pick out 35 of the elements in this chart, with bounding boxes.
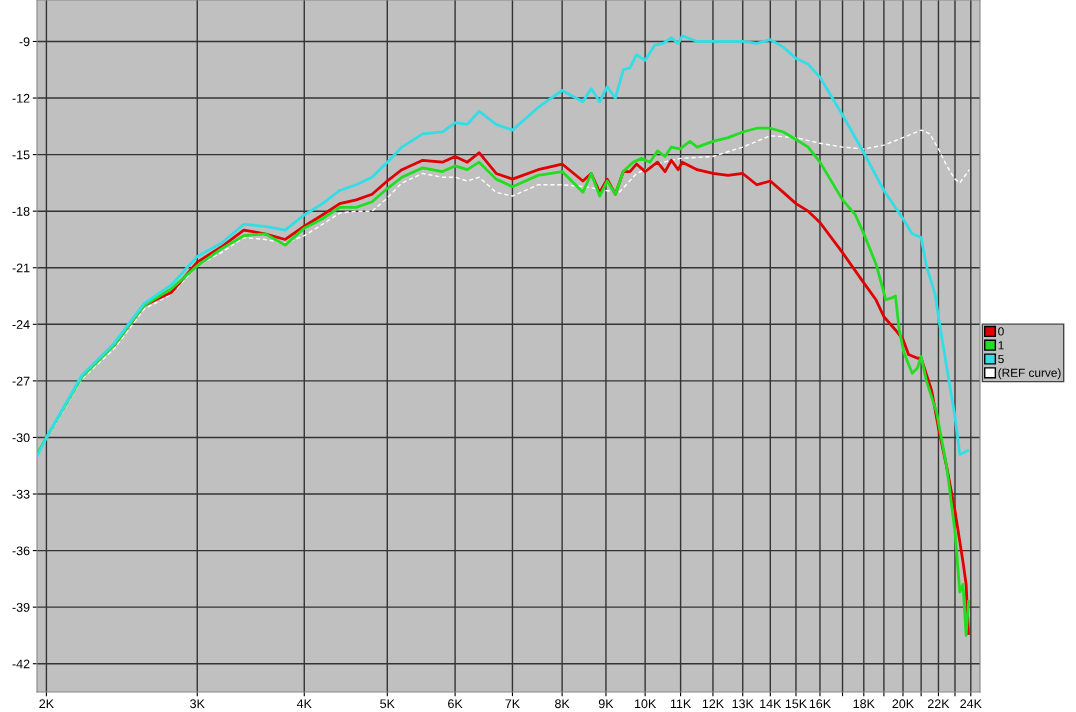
legend-label: 1 — [998, 341, 1004, 350]
x-tick-label: 13K — [732, 699, 754, 709]
x-tick-label: 3K — [190, 699, 205, 709]
x-tick-label: 7K — [505, 699, 520, 708]
x-tick-label: 2K — [39, 699, 54, 708]
x-tick-label: 18K — [853, 699, 875, 709]
y-tick-label: -36 — [12, 546, 30, 556]
legend-label: 5 — [998, 354, 1004, 364]
y-tick-label: -21 — [12, 263, 30, 273]
y-tick-label: -24 — [12, 320, 30, 329]
x-tick-label: 11K — [670, 699, 692, 708]
x-tick-label: 5K — [380, 699, 395, 709]
x-tick-label: 12K — [702, 699, 724, 708]
x-tick-label: 14K — [760, 699, 782, 708]
x-tick-label: 10K — [634, 699, 657, 709]
x-tick-label: 24K — [960, 699, 982, 708]
y-tick-label: -9 — [19, 37, 30, 47]
x-tick-label: 6K — [448, 699, 463, 709]
x-tick-label: 20K — [892, 699, 914, 709]
y-tick-label: -30 — [12, 433, 30, 443]
x-tick-label: 4K — [296, 699, 312, 708]
y-tick-label: -39 — [12, 602, 30, 612]
x-tick-label: 9K — [598, 699, 614, 709]
y-tick-label: -12 — [12, 93, 30, 103]
x-tick-label: 22K — [927, 699, 950, 708]
y-tick-label: -15 — [12, 150, 30, 160]
x-tick-label: 8K — [555, 699, 570, 709]
y-tick-label: -27 — [12, 376, 30, 386]
legend-label: 0 — [998, 327, 1004, 336]
y-tick-label: -33 — [12, 489, 30, 499]
x-tick-label: 15K — [785, 699, 807, 709]
legend-label: (REF curve) — [998, 368, 1061, 380]
x-tick-label: 16K — [809, 699, 831, 709]
y-tick-label: -42 — [12, 659, 30, 669]
y-tick-label: -18 — [12, 206, 30, 216]
